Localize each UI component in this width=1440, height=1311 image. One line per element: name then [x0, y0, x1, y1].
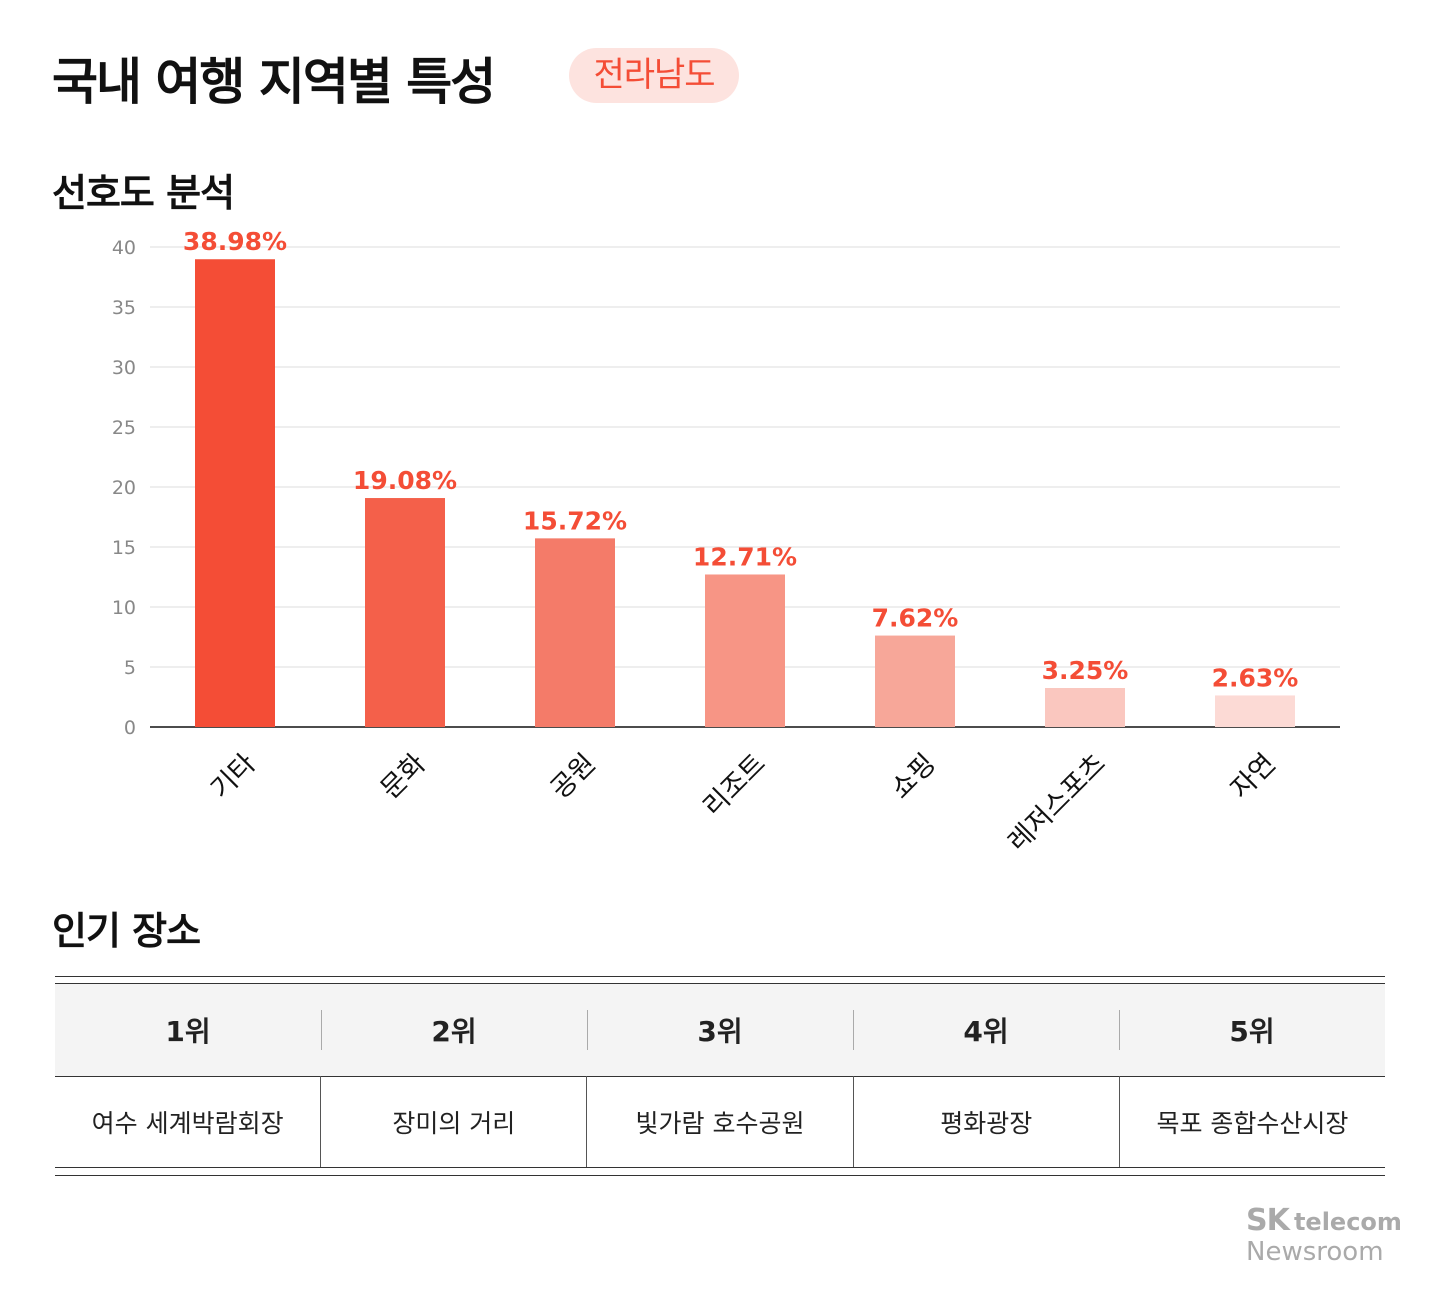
table-cell: 장미의 거리	[320, 1076, 586, 1167]
bar	[1215, 695, 1295, 727]
data-label: 15.72%	[523, 506, 627, 535]
sk-telecom-newsroom-logo: SK telecom Newsroom	[1246, 1203, 1402, 1266]
bar	[535, 538, 615, 727]
bar	[1045, 688, 1125, 727]
table-cell: 목포 종합수산시장	[1118, 1076, 1385, 1167]
section-title-popular: 인기 장소	[52, 909, 201, 953]
data-label: 2.63%	[1212, 663, 1299, 692]
header-cell: 5위	[1119, 984, 1385, 1076]
x-tick-label: 문화	[375, 748, 432, 805]
bar	[365, 498, 445, 727]
bar	[195, 259, 275, 727]
table-cell: 평화광장	[852, 1076, 1119, 1167]
logo-brand: SK	[1246, 1203, 1290, 1238]
data-label: 38.98%	[183, 227, 287, 256]
ranking-table: 1위 2위 3위 4위 5위 여수 세계박람회장 장미의 거리 빛가람 호수공원…	[55, 976, 1385, 1176]
bar	[875, 635, 955, 727]
data-label: 12.71%	[693, 542, 797, 571]
y-tick-label: 10	[112, 597, 136, 619]
page-title: 국내 여행 지역별 특성	[52, 53, 496, 111]
table-cell: 빛가람 호수공원	[586, 1076, 852, 1167]
table-cell: 여수 세계박람회장	[91, 1108, 284, 1138]
header-cell: 3위	[587, 984, 853, 1076]
y-tick-label: 0	[124, 717, 136, 739]
x-tick-label: 공원	[545, 748, 602, 805]
y-tick-label: 35	[112, 297, 136, 319]
bar	[705, 574, 785, 727]
data-label: 19.08%	[353, 466, 457, 495]
y-tick-label: 15	[112, 537, 136, 559]
y-tick-label: 30	[112, 357, 136, 379]
x-tick-label: 자연	[1225, 748, 1282, 805]
y-tick-label: 20	[112, 477, 136, 499]
x-tick-label: 기타	[205, 748, 262, 805]
logo-line2: Newsroom	[1246, 1237, 1384, 1267]
data-label: 7.62%	[872, 604, 959, 633]
table-row: 여수 세계박람회장 장미의 거리 빛가람 호수공원 평화광장 목포 종합수산시장	[55, 1076, 1385, 1168]
table-header: 1위 2위 3위 4위 5위	[55, 983, 1385, 1077]
header-cell: 1위	[165, 1015, 211, 1048]
x-tick-label: 쇼핑	[885, 748, 942, 805]
y-tick-label: 40	[112, 237, 136, 259]
bar-chart: 0 5 10 15 20 25 30 35 40 38.98% 기타 19.08% 문화 15.72% 공원…	[112, 227, 1340, 858]
header-cell: 2위	[321, 984, 587, 1076]
header-cell: 4위	[853, 984, 1119, 1076]
y-tick-label: 25	[112, 417, 136, 439]
y-tick-label: 5	[124, 657, 136, 679]
x-tick-label: 레저스포츠	[1002, 748, 1112, 858]
data-label: 3.25%	[1042, 656, 1129, 685]
section-title-preference: 선호도 분석	[52, 171, 235, 215]
x-tick-label: 리조트	[697, 748, 772, 823]
logo-sub: telecom	[1293, 1208, 1402, 1236]
region-badge: 전라남도	[569, 48, 739, 103]
